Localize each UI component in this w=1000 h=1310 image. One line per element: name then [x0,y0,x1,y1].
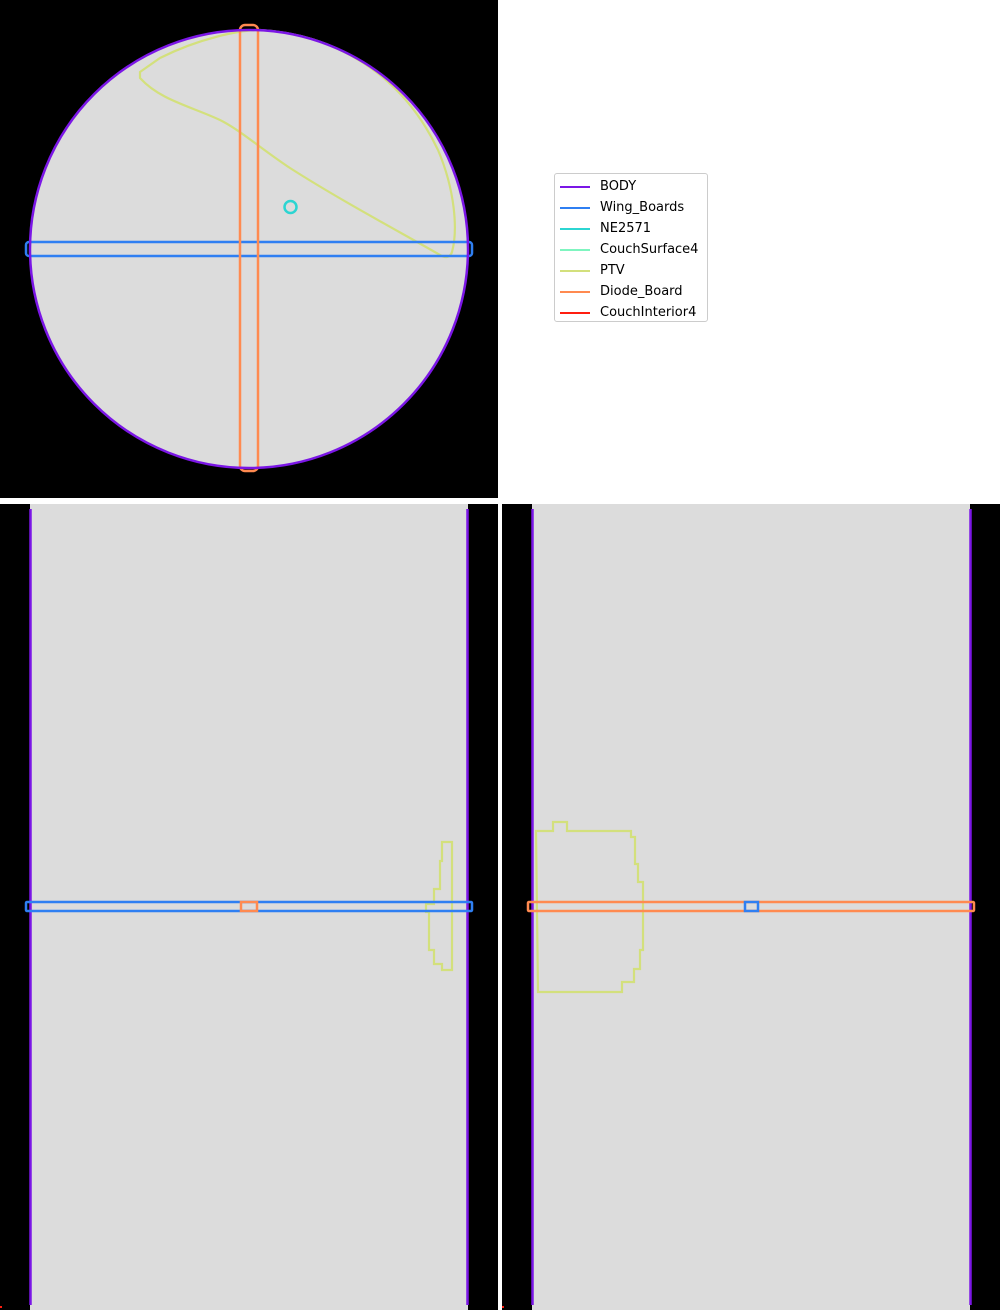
legend-label: Wing_Boards [600,200,685,215]
axial-view-panel [0,0,498,498]
legend-swatch [560,248,590,251]
legend-label: CouchSurface4 [600,242,699,257]
sagittal-view-canvas [502,504,1000,1310]
axial-body-contour [28,28,470,470]
legend-item-wing-boards: Wing_Boards [555,197,707,218]
axial-view-canvas [0,0,498,498]
legend-label: BODY [600,179,637,194]
legend-swatch [560,227,590,230]
legend-swatch [560,290,590,293]
sagittal-phantom-fill [532,504,970,1310]
axial-ne2571-contour [283,199,298,215]
sagittal-ptv-contour [534,820,645,994]
legend-label: Diode_Board [600,284,683,299]
legend-item-ptv: PTV [555,260,707,281]
axial-diode-board-contour [238,23,260,473]
legend-label: NE2571 [600,221,652,236]
legend-label: CouchInterior4 [600,305,697,320]
legend-label: PTV [600,263,625,278]
legend-item-diode-board: Diode_Board [555,281,707,302]
legend-item-ne2571: NE2571 [555,218,707,239]
coronal-phantom-fill [30,504,468,1310]
axial-phantom-fill [30,30,468,468]
legend-item-couchsurface4: CouchSurface4 [555,239,707,260]
sagittal-wing-boards-contour [743,900,760,913]
coronal-view-panel [0,504,498,1310]
coronal-view-canvas [0,504,498,1310]
legend-swatch [560,185,590,188]
structure-legend: BODY Wing_Boards NE2571 CouchSurface4 PTV Dio… [554,173,708,322]
legend-item-couchinterior4: CouchInterior4 [555,302,707,323]
axial-wing-boards-contour [24,240,474,258]
legend-item-body: BODY [555,176,707,197]
legend-swatch [560,269,590,272]
legend-swatch [560,206,590,209]
legend-swatch [560,311,590,314]
sagittal-view-panel [502,504,1000,1310]
coronal-diode-board-contour [239,900,259,913]
